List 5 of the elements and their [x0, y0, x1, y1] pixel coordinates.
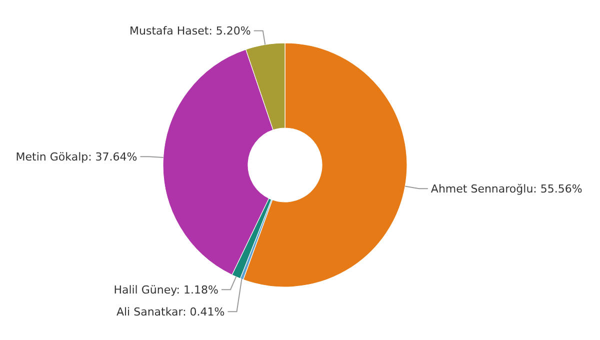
- slice-label: Ahmet Sennaroğlu: 55.56%: [430, 182, 582, 196]
- slice-label: Metin Gökalp: 37.64%: [16, 150, 138, 164]
- slice-label: Mustafa Haset: 5.20%: [130, 24, 251, 38]
- slice-label: Ali Sanatkar: 0.41%: [116, 305, 225, 318]
- slice-label: Halil Güney: 1.18%: [114, 283, 218, 296]
